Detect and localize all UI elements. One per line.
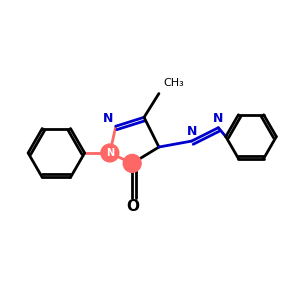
Circle shape: [123, 154, 141, 172]
Text: N: N: [213, 112, 224, 125]
Text: N: N: [106, 148, 114, 158]
Text: N: N: [186, 125, 197, 138]
Text: CH₃: CH₃: [164, 78, 184, 88]
Text: N: N: [103, 112, 114, 125]
Circle shape: [101, 144, 119, 162]
Text: O: O: [126, 199, 139, 214]
